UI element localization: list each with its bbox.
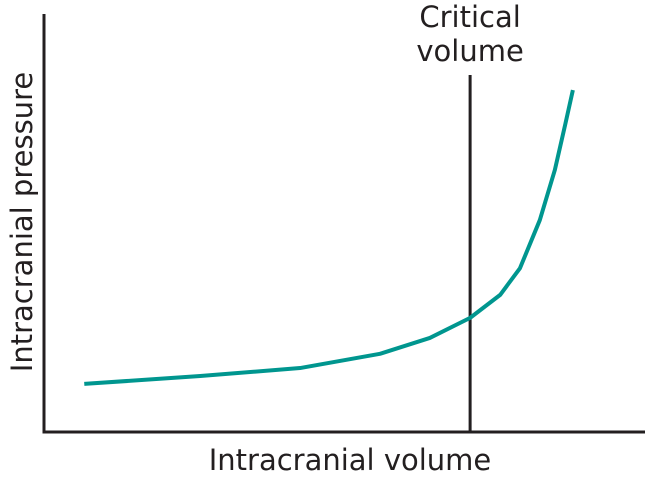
annotation-label: Critical (419, 0, 520, 34)
y-axis-label: Intracranial pressure (5, 72, 39, 372)
curve (84, 89, 575, 386)
annotation-label: volume (416, 34, 523, 68)
x-axis-label: Intracranial volume (209, 443, 492, 477)
